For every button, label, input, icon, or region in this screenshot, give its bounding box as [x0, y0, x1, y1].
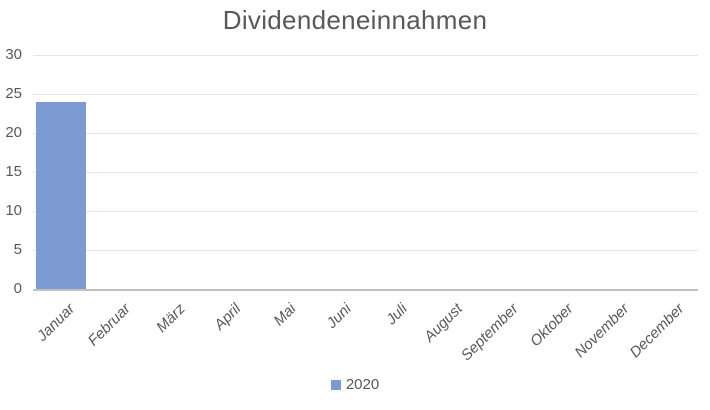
y-axis-tick-label-15: 15: [5, 163, 22, 180]
y-axis-tick-label-5: 5: [13, 241, 22, 258]
x-axis-label-mai: Mai: [270, 300, 300, 330]
gridline: [33, 133, 698, 134]
bar-januar: [35, 101, 86, 289]
gridline: [33, 211, 698, 212]
x-axis-label-märz: März: [153, 300, 189, 336]
gridline: [33, 55, 698, 56]
x-axis-label-april: April: [211, 300, 245, 334]
y-axis-tick-label-30: 30: [5, 46, 22, 63]
legend-swatch-icon: [330, 379, 341, 390]
x-axis-label-februar: Februar: [84, 300, 134, 350]
legend: 2020: [0, 376, 710, 393]
chart-title: Dividendeneinnahmen: [222, 5, 488, 35]
x-axis-label-september: September: [457, 300, 522, 365]
x-axis-label-august: August: [420, 300, 466, 346]
gridline: [33, 94, 698, 95]
gridline: [33, 250, 698, 251]
legend-series-label: 2020: [345, 376, 380, 393]
x-axis-label-december: December: [626, 300, 688, 362]
x-axis-label-oktober: Oktober: [527, 300, 577, 351]
x-axis-label-november: November: [571, 300, 633, 362]
x-axis-line: [33, 289, 698, 291]
x-axis-label-juli: Juli: [382, 300, 411, 329]
y-axis-tick-label-20: 20: [5, 124, 22, 141]
x-axis-label-juni: Juni: [323, 300, 356, 332]
x-axis-label-januar: Januar: [33, 300, 79, 345]
y-axis-tick-label-0: 0: [13, 280, 22, 297]
y-axis-tick-label-25: 25: [5, 85, 22, 102]
gridline: [33, 172, 698, 173]
y-axis-tick-label-10: 10: [5, 202, 22, 219]
